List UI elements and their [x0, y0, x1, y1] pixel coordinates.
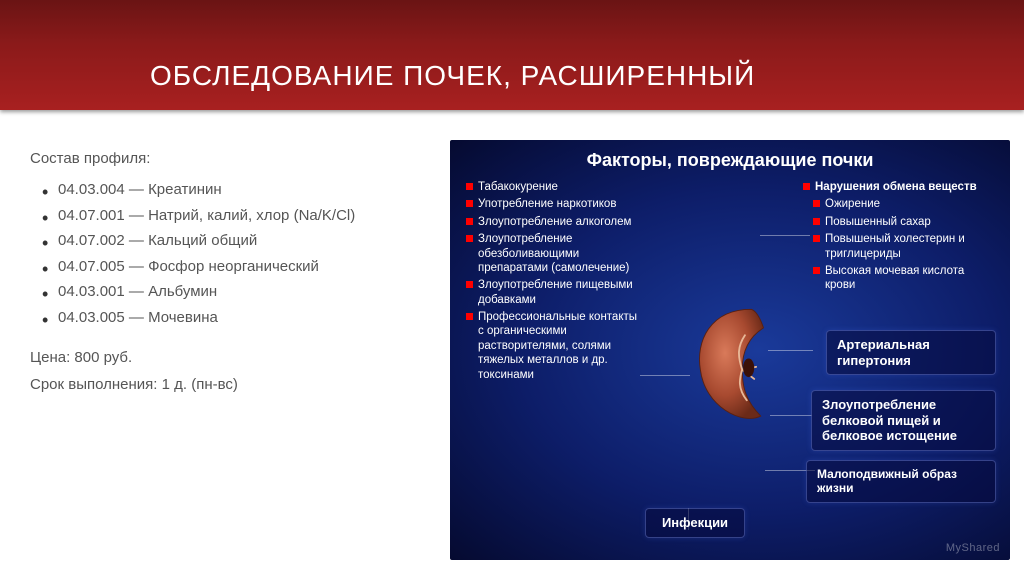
header-band: ОБСЛЕДОВАНИЕ ПОЧЕК, РАСШИРЕННЫЙ — [0, 0, 1024, 110]
factor-item: Злоупотребление обезболивающими препарат… — [464, 232, 639, 275]
factor-sub: Повышеный холестерин и триглицериды — [801, 232, 996, 261]
connector-line — [770, 415, 812, 416]
price-text: Цена: 800 руб. — [30, 344, 430, 371]
profile-item: 04.07.005 — Фосфор неорганический — [58, 254, 430, 280]
factor-item: Табакокурение — [464, 180, 639, 194]
box-hypertension: Артериальная гипертония — [826, 330, 996, 375]
factors-card: Факторы, повреждающие почки Табакокурени… — [450, 140, 1010, 560]
connector-line — [640, 375, 690, 376]
factor-item: Употребление наркотиков — [464, 197, 639, 211]
connector-line — [768, 350, 813, 351]
profile-list: 04.03.004 — Креатинин 04.07.001 — Натрий… — [30, 177, 430, 330]
factor-item: Злоупотребление алкоголем — [464, 215, 639, 229]
factor-sub: Ожирение — [801, 197, 996, 211]
metabolism-head: Нарушения обмена веществ — [801, 180, 996, 194]
card-title: Факторы, повреждающие почки — [450, 140, 1010, 171]
content-row: Состав профиля: 04.03.004 — Креатинин 04… — [0, 110, 1024, 560]
connector-line — [760, 235, 810, 236]
watermark: MyShared — [946, 542, 1000, 554]
profile-column: Состав профиля: 04.03.004 — Креатинин 04… — [30, 140, 430, 560]
profile-heading: Состав профиля: — [30, 150, 430, 167]
profile-item: 04.03.004 — Креатинин — [58, 177, 430, 203]
factor-item: Профессиональные контакты с органическим… — [464, 310, 639, 382]
factor-item: Злоупотребление пищевыми добавками — [464, 278, 639, 307]
factor-sub: Высокая мочевая кислота крови — [801, 264, 996, 293]
profile-item: 04.03.005 — Мочевина — [58, 305, 430, 331]
factor-sub: Повышенный сахар — [801, 215, 996, 229]
left-factors: Табакокурение Употребление наркотиков Зл… — [464, 180, 639, 385]
box-infections: Инфекции — [645, 508, 745, 538]
profile-item: 04.03.001 — Альбумин — [58, 279, 430, 305]
profile-item: 04.07.002 — Кальций общий — [58, 228, 430, 254]
card-column: Факторы, повреждающие почки Табакокурени… — [450, 140, 1010, 560]
kidney-illustration — [690, 300, 785, 430]
profile-item: 04.07.001 — Натрий, калий, хлор (Na/K/Cl… — [58, 203, 430, 229]
slide-title: ОБСЛЕДОВАНИЕ ПОЧЕК, РАСШИРЕННЫЙ — [150, 60, 755, 92]
box-sedentary: Малоподвижный образ жизни — [806, 460, 996, 503]
term-text: Срок выполнения: 1 д. (пн-вс) — [30, 371, 430, 398]
right-factors: Нарушения обмена веществ Ожирение Повыше… — [801, 180, 996, 296]
box-protein: Злоупотребление белковой пищей и белково… — [811, 390, 996, 451]
